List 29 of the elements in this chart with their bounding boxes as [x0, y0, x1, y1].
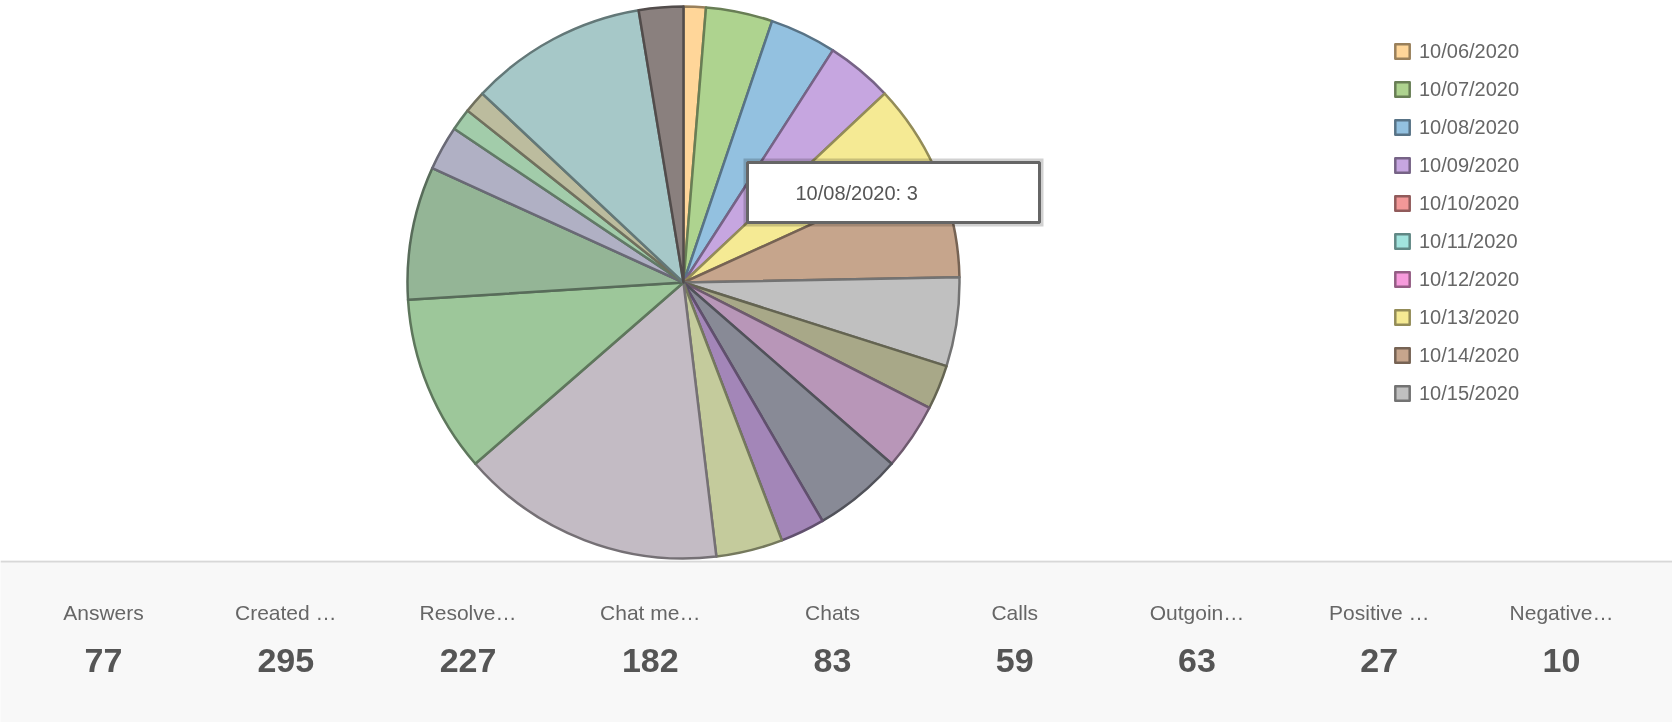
legend-label: 10/13/2020	[1419, 305, 1520, 329]
text: 10/08/2020: 3	[795, 181, 918, 204]
data-label: 77	[84, 641, 123, 679]
data-label: 27	[1360, 641, 1399, 679]
category-label: Created …	[234, 601, 337, 624]
category-label: Resolve…	[419, 601, 517, 624]
category-label: Chat me…	[600, 601, 701, 624]
legend-label: 10/08/2020	[1419, 115, 1520, 139]
data-label: 295	[257, 641, 315, 679]
category-label: Calls	[991, 601, 1039, 624]
legend-label: 10/14/2020	[1419, 343, 1520, 367]
legend-label: 10/06/2020	[1419, 39, 1520, 63]
legend-label: 10/11/2020	[1419, 229, 1518, 253]
legend-label: 10/12/2020	[1419, 267, 1520, 291]
legend-label: 10/09/2020	[1419, 153, 1520, 177]
data-label: 182	[621, 641, 679, 679]
data-label: 10	[1542, 641, 1581, 679]
category-label: Outgoin…	[1149, 601, 1245, 624]
legend-label: 10/10/2020	[1419, 191, 1520, 215]
data-label: 227	[439, 641, 497, 679]
category-label: Answers	[63, 601, 144, 624]
category-label: Negative…	[1509, 601, 1614, 624]
legend-label: 10/15/2020	[1419, 381, 1520, 405]
category-label: Positive …	[1329, 601, 1430, 624]
category-label: Chats	[805, 601, 860, 624]
data-label: 83	[813, 641, 852, 679]
data-label: 63	[1178, 641, 1216, 679]
legend-label: 10/07/2020	[1419, 77, 1520, 101]
data-label: 59	[995, 641, 1034, 679]
